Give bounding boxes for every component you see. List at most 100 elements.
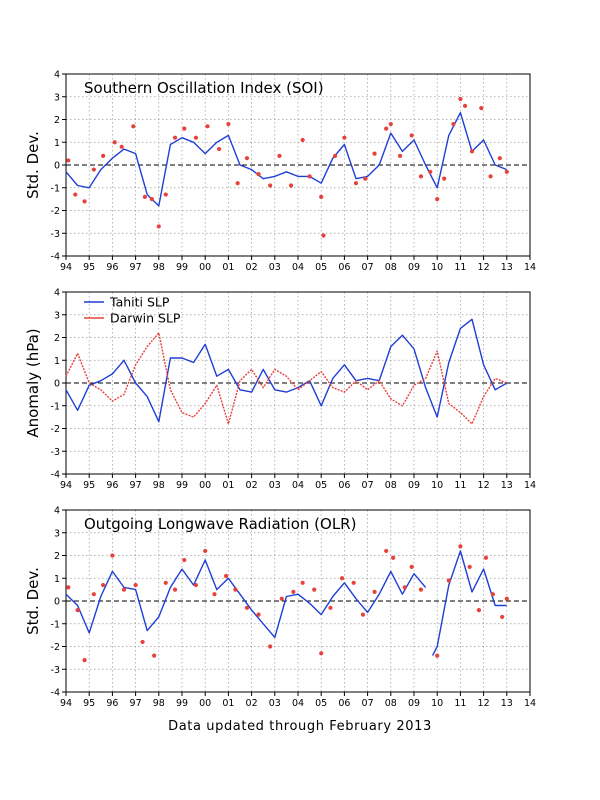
data-point	[193, 135, 199, 140]
data-point	[172, 587, 178, 592]
x-tick-label: 14	[524, 698, 536, 709]
data-point	[300, 137, 305, 143]
y-tick-label: 4	[54, 506, 60, 517]
data-point	[333, 153, 338, 158]
x-tick-label: 96	[106, 262, 118, 273]
x-tick-label: 11	[454, 262, 466, 273]
data-point	[467, 564, 472, 569]
data-point	[372, 151, 377, 156]
y-tick-label: 2	[54, 551, 60, 562]
x-tick-label: 12	[478, 262, 490, 273]
data-point	[203, 548, 208, 554]
data-point	[235, 181, 240, 186]
x-tick-label: 99	[176, 698, 188, 709]
data-point	[504, 596, 509, 601]
x-tick-label: 07	[362, 262, 374, 273]
x-tick-label: 97	[130, 262, 142, 273]
series-line-darwin-slp	[65, 332, 508, 425]
y-tick-label: 1	[54, 138, 60, 149]
y-tick-label: 3	[54, 310, 60, 321]
data-point	[312, 587, 317, 592]
data-point	[163, 192, 168, 197]
data-point	[217, 146, 222, 152]
data-point	[212, 592, 217, 597]
data-point	[497, 156, 502, 161]
x-tick-label: 98	[153, 262, 165, 273]
data-point	[488, 174, 493, 179]
data-point	[205, 124, 210, 129]
data-point	[82, 199, 87, 204]
data-point	[101, 153, 106, 158]
data-point	[133, 582, 138, 588]
y-tick-label: 0	[54, 161, 60, 172]
data-point	[112, 140, 117, 145]
y-tick-label: 0	[54, 597, 60, 608]
data-point	[342, 135, 347, 140]
y-tick-label: 0	[54, 379, 60, 390]
x-tick-label: 08	[385, 480, 397, 491]
y-tick-label: 3	[54, 92, 60, 103]
y-tick-label: -4	[51, 688, 60, 699]
data-point	[476, 608, 482, 613]
y-tick-label: -1	[51, 619, 60, 630]
data-point	[384, 548, 389, 554]
y-tick-label: 2	[54, 115, 60, 126]
x-tick-label: 02	[246, 480, 258, 491]
y-tick-label: 1	[54, 574, 60, 585]
data-point	[458, 96, 463, 102]
data-point	[363, 176, 368, 181]
data-point	[291, 589, 296, 595]
x-tick-label: 12	[478, 480, 490, 491]
x-tick-label: 03	[269, 698, 281, 709]
y-tick-label: 2	[54, 333, 60, 344]
x-tick-label: 03	[269, 480, 281, 491]
data-point	[300, 580, 305, 585]
y-tick-label: -3	[51, 229, 60, 240]
data-point	[91, 592, 96, 597]
data-point	[391, 555, 396, 560]
data-point	[172, 135, 178, 140]
data-point	[66, 158, 71, 163]
x-tick-label: 04	[292, 698, 304, 709]
x-tick-label: 04	[292, 262, 304, 273]
data-point	[372, 589, 377, 595]
x-tick-label: 02	[246, 698, 258, 709]
x-tick-label: 97	[130, 480, 142, 491]
data-point	[490, 592, 495, 597]
x-tick-label: 07	[362, 480, 374, 491]
y-tick-label: -3	[51, 665, 60, 676]
x-tick-label: 96	[106, 698, 118, 709]
data-point	[384, 126, 389, 131]
data-point	[223, 573, 229, 579]
x-tick-label: 95	[83, 698, 95, 709]
y-axis-label: Anomaly (hPa)	[24, 328, 42, 437]
x-tick-label: 04	[292, 480, 304, 491]
data-point	[279, 596, 284, 601]
data-point	[131, 124, 136, 129]
y-tick-label: 4	[54, 70, 60, 81]
data-point	[233, 587, 238, 592]
x-tick-label: 09	[408, 262, 420, 273]
data-point	[462, 103, 468, 108]
data-point	[256, 612, 261, 617]
chart-title: Southern Oscillation Index (SOI)	[84, 79, 324, 97]
chart-panel-1: 94 95 96 97 98 99 00 01 02 03 04 05 06 07 08 09 10 11 12 13…	[24, 288, 536, 492]
x-tick-label: 00	[199, 480, 211, 491]
data-point	[500, 614, 505, 620]
x-tick-label: 99	[176, 480, 188, 491]
data-point	[442, 176, 447, 181]
x-tick-label: 05	[315, 480, 327, 491]
x-tick-label: 13	[501, 262, 513, 273]
data-point	[82, 658, 87, 663]
x-tick-label: 97	[130, 698, 142, 709]
data-point	[182, 126, 187, 131]
data-point	[360, 612, 366, 617]
x-tick-label: 14	[524, 480, 536, 491]
x-tick-label: 10	[431, 262, 443, 273]
x-tick-label: 96	[106, 480, 118, 491]
x-tick-label: 01	[222, 262, 234, 273]
series-line-tahiti-slp	[65, 318, 508, 423]
data-point	[446, 578, 451, 583]
x-tick-label: 07	[362, 698, 374, 709]
